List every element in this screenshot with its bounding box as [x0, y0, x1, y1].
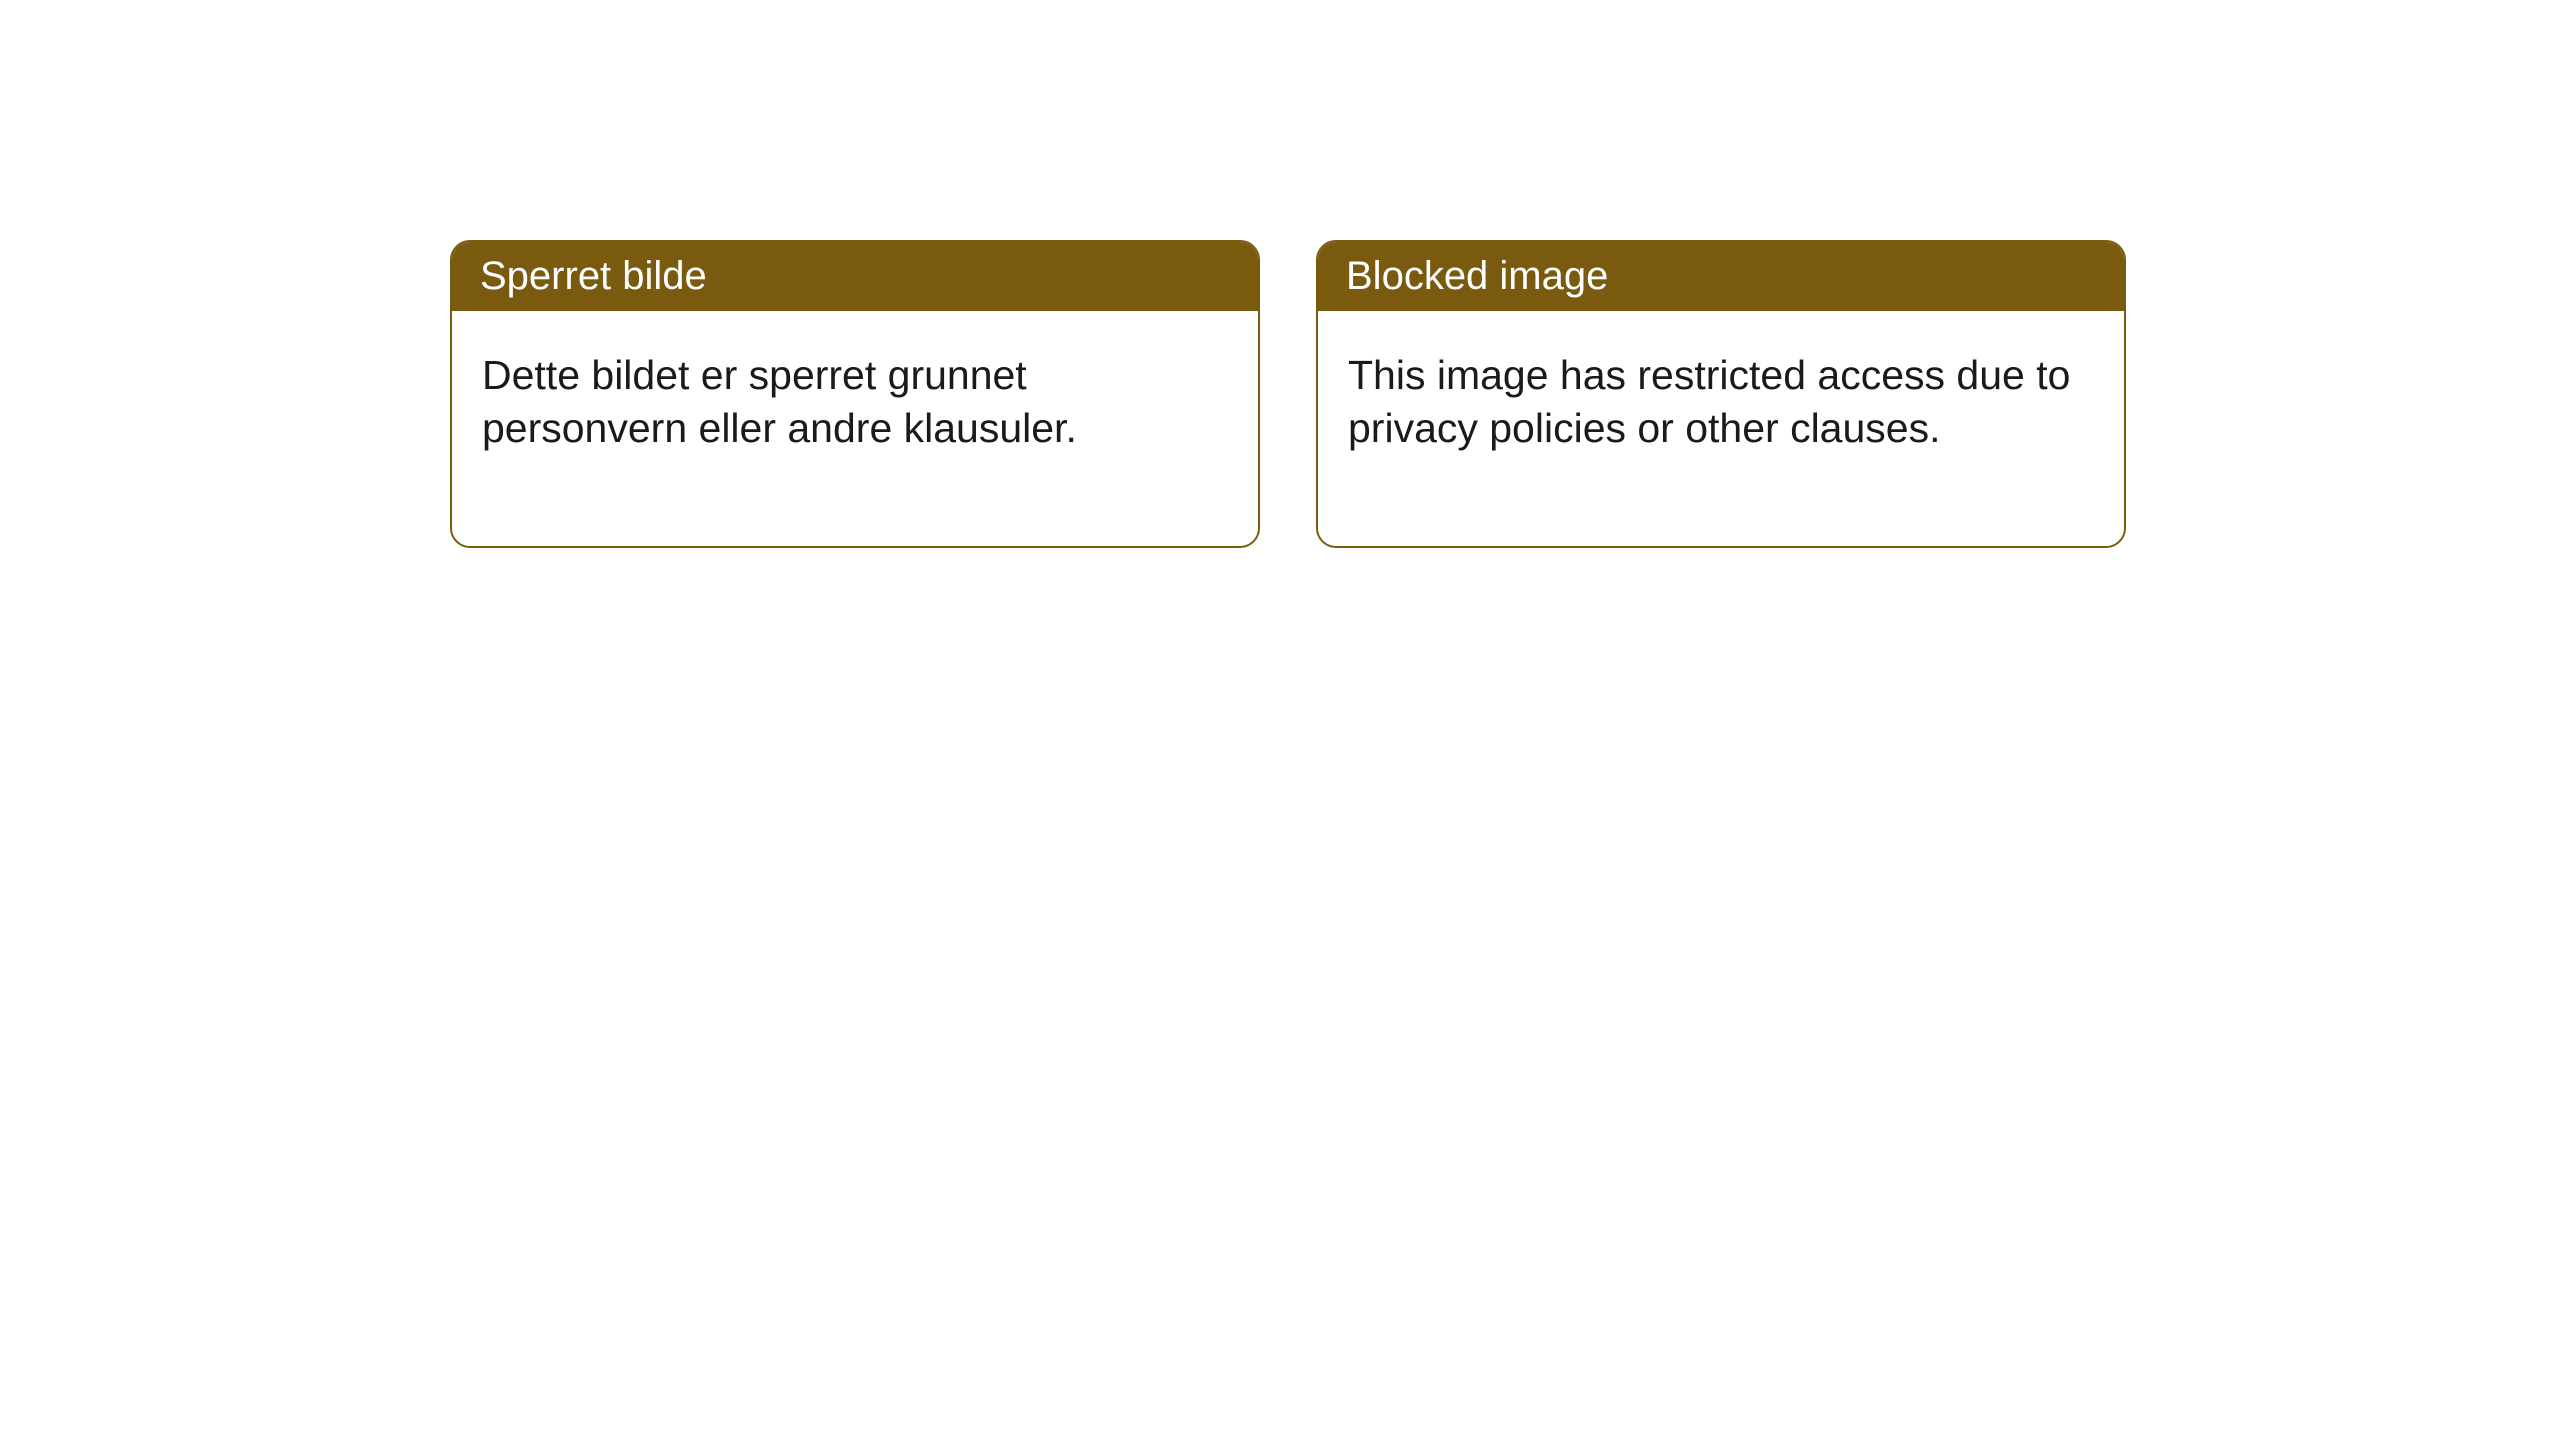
notice-header-en: Blocked image: [1318, 242, 2124, 311]
notice-card-no: Sperret bilde Dette bildet er sperret gr…: [450, 240, 1260, 548]
notice-header-no: Sperret bilde: [452, 242, 1258, 311]
notice-body-no: Dette bildet er sperret grunnet personve…: [452, 311, 1258, 546]
notice-body-en: This image has restricted access due to …: [1318, 311, 2124, 546]
notice-card-en: Blocked image This image has restricted …: [1316, 240, 2126, 548]
notice-container: Sperret bilde Dette bildet er sperret gr…: [450, 240, 2126, 548]
